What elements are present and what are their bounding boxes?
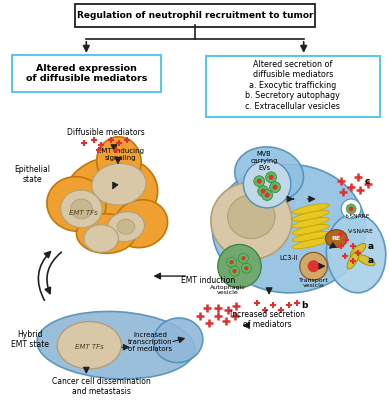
Circle shape — [243, 160, 291, 208]
Text: Diffusible mediators: Diffusible mediators — [67, 128, 145, 137]
Circle shape — [258, 186, 269, 196]
Circle shape — [227, 257, 236, 267]
Text: RE: RE — [332, 236, 341, 241]
Ellipse shape — [235, 147, 303, 202]
Ellipse shape — [71, 199, 92, 219]
Text: Hybrid
EMT state: Hybrid EMT state — [11, 330, 49, 349]
Ellipse shape — [76, 214, 136, 253]
Circle shape — [265, 192, 269, 198]
Circle shape — [232, 269, 237, 273]
Circle shape — [346, 204, 356, 214]
Text: b: b — [302, 301, 308, 310]
Text: Increased
transcription
of mediators: Increased transcription of mediators — [128, 332, 173, 352]
Ellipse shape — [154, 318, 203, 363]
Circle shape — [241, 256, 246, 260]
Text: EMT TFs: EMT TFs — [75, 344, 104, 350]
Text: V-SNARE: V-SNARE — [348, 229, 374, 234]
Text: Increased secretion
of mediators: Increased secretion of mediators — [230, 310, 305, 329]
Text: Altered secretion of
diffusible mediators
a. Exocytic trafficking
b. Secretory a: Altered secretion of diffusible mediator… — [245, 60, 340, 111]
Circle shape — [257, 179, 262, 184]
Ellipse shape — [212, 164, 365, 293]
Ellipse shape — [292, 231, 329, 242]
Circle shape — [308, 260, 319, 272]
Ellipse shape — [114, 200, 168, 248]
Circle shape — [273, 185, 278, 190]
Text: EMT inducing
signaling: EMT inducing signaling — [98, 148, 144, 161]
Ellipse shape — [350, 243, 366, 258]
Ellipse shape — [97, 137, 141, 186]
Circle shape — [241, 263, 251, 273]
Circle shape — [341, 199, 361, 219]
Ellipse shape — [347, 252, 359, 269]
Circle shape — [218, 244, 261, 288]
Ellipse shape — [292, 224, 329, 235]
Circle shape — [229, 260, 234, 264]
Circle shape — [261, 189, 266, 194]
Text: Autophagic
vesicle: Autophagic vesicle — [210, 284, 245, 295]
Ellipse shape — [228, 195, 275, 238]
FancyBboxPatch shape — [12, 55, 161, 92]
Text: c: c — [365, 177, 370, 186]
Ellipse shape — [292, 204, 329, 214]
Circle shape — [262, 190, 273, 200]
Ellipse shape — [84, 225, 119, 252]
Text: t-SNARE: t-SNARE — [346, 214, 370, 219]
Circle shape — [300, 252, 327, 280]
Circle shape — [266, 172, 277, 183]
Ellipse shape — [292, 218, 329, 228]
Circle shape — [238, 253, 248, 263]
Ellipse shape — [326, 214, 386, 293]
FancyBboxPatch shape — [75, 4, 315, 26]
Circle shape — [254, 176, 265, 187]
Text: EMT induction: EMT induction — [181, 276, 235, 284]
Text: MVB
carrying
EVs: MVB carrying EVs — [250, 152, 278, 172]
Ellipse shape — [47, 177, 106, 231]
Circle shape — [244, 266, 248, 270]
Text: Epithelial
state: Epithelial state — [14, 164, 50, 184]
FancyBboxPatch shape — [206, 56, 380, 117]
Ellipse shape — [92, 163, 146, 205]
Ellipse shape — [325, 230, 347, 248]
Text: Transport
vesicle: Transport vesicle — [299, 278, 328, 288]
Text: EMT TFs: EMT TFs — [69, 210, 98, 216]
Text: a: a — [368, 242, 374, 251]
Ellipse shape — [57, 322, 121, 369]
Text: LC3-II: LC3-II — [279, 255, 298, 261]
Circle shape — [230, 266, 239, 276]
Text: Altered expression
of diffusible mediators: Altered expression of diffusible mediato… — [26, 64, 147, 83]
Text: Regulation of neutrophil recruitment to tumor: Regulation of neutrophil recruitment to … — [77, 11, 313, 20]
Text: Cancer cell dissemination
and metastasis: Cancer cell dissemination and metastasis — [52, 377, 151, 396]
Ellipse shape — [37, 312, 195, 379]
Ellipse shape — [60, 190, 102, 228]
Ellipse shape — [117, 219, 135, 234]
Ellipse shape — [292, 238, 329, 249]
Ellipse shape — [107, 212, 145, 242]
Circle shape — [349, 206, 354, 211]
Ellipse shape — [211, 182, 292, 259]
Ellipse shape — [292, 211, 329, 221]
Ellipse shape — [64, 157, 158, 232]
Circle shape — [269, 175, 273, 180]
Circle shape — [269, 182, 280, 192]
Ellipse shape — [357, 255, 375, 266]
Text: a: a — [368, 256, 374, 265]
